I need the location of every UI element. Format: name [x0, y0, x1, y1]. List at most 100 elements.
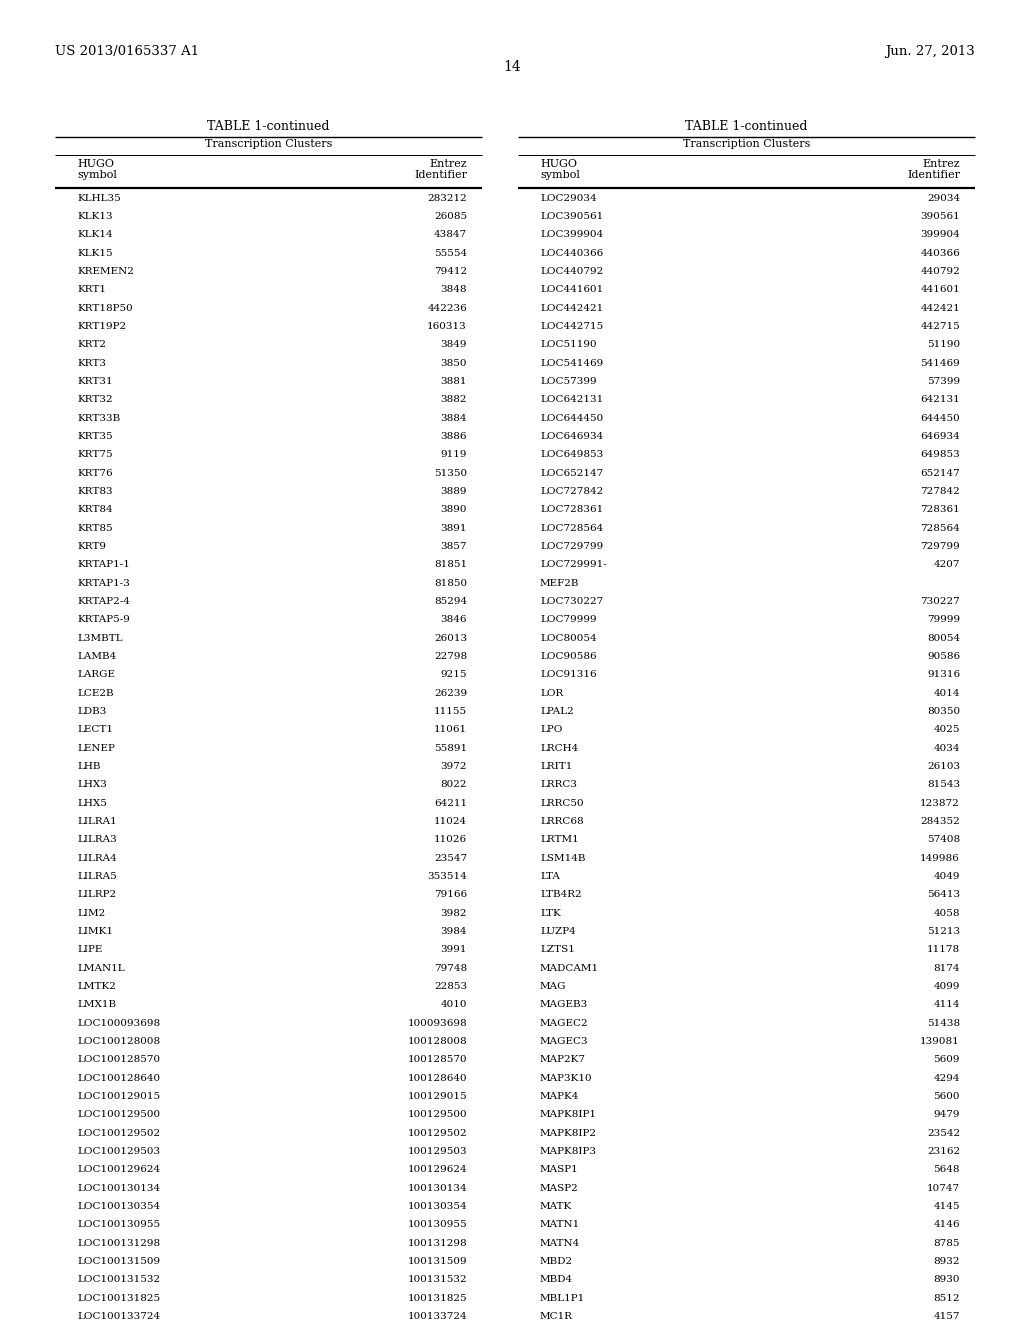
Text: LAMB4: LAMB4 [77, 652, 117, 661]
Text: LMTK2: LMTK2 [77, 982, 116, 991]
Text: LPAL2: LPAL2 [540, 708, 573, 715]
Text: LRCH4: LRCH4 [540, 743, 579, 752]
Text: LOC100129500: LOC100129500 [77, 1110, 160, 1119]
Text: 4058: 4058 [934, 908, 961, 917]
Text: 100129015: 100129015 [408, 1092, 467, 1101]
Text: 149986: 149986 [921, 854, 961, 862]
Text: 3972: 3972 [440, 762, 467, 771]
Text: 441601: 441601 [921, 285, 961, 294]
Text: 729799: 729799 [921, 543, 961, 550]
Text: 90586: 90586 [927, 652, 961, 661]
Text: 652147: 652147 [921, 469, 961, 478]
Text: LOC390561: LOC390561 [540, 213, 603, 220]
Text: 5648: 5648 [934, 1166, 961, 1175]
Text: 3882: 3882 [440, 395, 467, 404]
Text: LOC642131: LOC642131 [540, 395, 603, 404]
Text: LOC100128570: LOC100128570 [77, 1055, 160, 1064]
Text: LRRC68: LRRC68 [540, 817, 584, 826]
Text: Jun. 27, 2013: Jun. 27, 2013 [886, 45, 975, 58]
Text: LRRC50: LRRC50 [540, 799, 584, 808]
Text: KRT75: KRT75 [77, 450, 113, 459]
Text: LOC440792: LOC440792 [540, 267, 603, 276]
Text: 11026: 11026 [434, 836, 467, 845]
Text: 3891: 3891 [440, 524, 467, 532]
Text: Entrez
Identifier: Entrez Identifier [907, 158, 961, 181]
Text: 4294: 4294 [934, 1073, 961, 1082]
Text: LOC57399: LOC57399 [540, 378, 597, 385]
Text: MATN4: MATN4 [540, 1238, 581, 1247]
Text: MAPK4: MAPK4 [540, 1092, 580, 1101]
Text: 79166: 79166 [434, 890, 467, 899]
Text: 57408: 57408 [927, 836, 961, 845]
Text: LOC100130955: LOC100130955 [77, 1220, 160, 1229]
Text: 3849: 3849 [440, 341, 467, 350]
Text: MAGEB3: MAGEB3 [540, 1001, 588, 1010]
Text: 91316: 91316 [927, 671, 961, 680]
Text: 541469: 541469 [921, 359, 961, 367]
Text: HUGO
symbol: HUGO symbol [540, 158, 580, 181]
Text: LENEP: LENEP [77, 743, 115, 752]
Text: LOC100130134: LOC100130134 [77, 1184, 160, 1192]
Text: L3MBTL: L3MBTL [77, 634, 123, 643]
Text: 79412: 79412 [434, 267, 467, 276]
Text: 10747: 10747 [927, 1184, 961, 1192]
Text: 3982: 3982 [440, 908, 467, 917]
Text: 100130134: 100130134 [408, 1184, 467, 1192]
Text: 3984: 3984 [440, 927, 467, 936]
Text: Transcription Clusters: Transcription Clusters [683, 140, 810, 149]
Text: 730227: 730227 [921, 597, 961, 606]
Text: 4034: 4034 [934, 743, 961, 752]
Text: 4049: 4049 [934, 873, 961, 880]
Text: LILRA4: LILRA4 [77, 854, 117, 862]
Text: 100129503: 100129503 [408, 1147, 467, 1156]
Text: KRT2: KRT2 [77, 341, 106, 350]
Text: 51213: 51213 [927, 927, 961, 936]
Text: 9479: 9479 [934, 1110, 961, 1119]
Text: 51350: 51350 [434, 469, 467, 478]
Text: 139081: 139081 [921, 1038, 961, 1045]
Text: LMAN1L: LMAN1L [77, 964, 125, 973]
Text: LOC100130354: LOC100130354 [77, 1203, 160, 1210]
Text: LOC29034: LOC29034 [540, 194, 597, 202]
Text: 440366: 440366 [921, 248, 961, 257]
Text: KLK13: KLK13 [77, 213, 113, 220]
Text: 728564: 728564 [921, 524, 961, 532]
Text: 3991: 3991 [440, 945, 467, 954]
Text: 3850: 3850 [440, 359, 467, 367]
Text: MATK: MATK [540, 1203, 572, 1210]
Text: 727842: 727842 [921, 487, 961, 496]
Text: LOC91316: LOC91316 [540, 671, 597, 680]
Text: 642131: 642131 [921, 395, 961, 404]
Text: LOC729799: LOC729799 [540, 543, 603, 550]
Text: 26085: 26085 [434, 213, 467, 220]
Text: 4025: 4025 [934, 725, 961, 734]
Text: KLK15: KLK15 [77, 248, 113, 257]
Text: 4157: 4157 [934, 1312, 961, 1320]
Text: 85294: 85294 [434, 597, 467, 606]
Text: LIPE: LIPE [77, 945, 102, 954]
Text: LOC541469: LOC541469 [540, 359, 603, 367]
Text: KRT1: KRT1 [77, 285, 106, 294]
Text: LOC728361: LOC728361 [540, 506, 603, 515]
Text: 283212: 283212 [427, 194, 467, 202]
Text: 29034: 29034 [927, 194, 961, 202]
Text: MBL1P1: MBL1P1 [540, 1294, 586, 1303]
Text: 646934: 646934 [921, 432, 961, 441]
Text: LHX3: LHX3 [77, 780, 106, 789]
Text: LECT1: LECT1 [77, 725, 113, 734]
Text: LOC442715: LOC442715 [540, 322, 603, 331]
Text: MAP3K10: MAP3K10 [540, 1073, 593, 1082]
Text: LOC80054: LOC80054 [540, 634, 597, 643]
Text: KLHL35: KLHL35 [77, 194, 121, 202]
Text: 8932: 8932 [934, 1257, 961, 1266]
Text: 51438: 51438 [927, 1019, 961, 1027]
Text: LOC441601: LOC441601 [540, 285, 603, 294]
Text: KRTAP1-3: KRTAP1-3 [77, 578, 130, 587]
Text: KRT84: KRT84 [77, 506, 113, 515]
Text: LTK: LTK [540, 908, 561, 917]
Text: LPO: LPO [540, 725, 562, 734]
Text: 8930: 8930 [934, 1275, 961, 1284]
Text: LOC652147: LOC652147 [540, 469, 603, 478]
Text: LOC100129503: LOC100129503 [77, 1147, 160, 1156]
Text: 100128008: 100128008 [408, 1038, 467, 1045]
